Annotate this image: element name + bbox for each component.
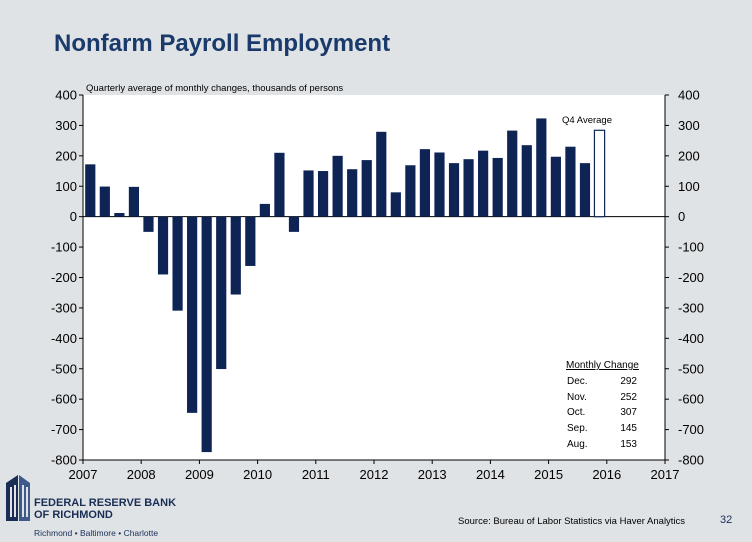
x-tick-label: 2012 [360, 467, 389, 482]
y-tick-label-left: 300 [55, 118, 77, 133]
y-tick-label-left: -800 [51, 453, 77, 468]
bank-name-line2: OF RICHMOND [34, 509, 113, 521]
bar [143, 216, 154, 232]
bar [259, 203, 270, 217]
page-title: Nonfarm Payroll Employment [54, 30, 391, 57]
x-tick-label: 2010 [243, 467, 272, 482]
bar [288, 216, 300, 232]
y-tick-label-right: -500 [678, 361, 704, 376]
monthly-change-month: Sep. [567, 423, 588, 434]
y-tick-label-right: 300 [678, 118, 700, 133]
bar [230, 216, 241, 295]
monthly-change-month: Aug. [567, 439, 588, 450]
payroll-bar-chart: 400 400 300 300 200 200 100 100 0 0 -100 -100 -200 -2… [51, 83, 704, 483]
bar [347, 169, 358, 217]
x-tick-label: 2017 [651, 467, 680, 482]
y-tick-label-right: -300 [678, 300, 704, 315]
x-tick-label: 2013 [418, 467, 447, 482]
bank-cities: Richmond • Baltimore • Charlotte [34, 528, 159, 538]
bar [579, 163, 591, 217]
x-tick-label: 2009 [185, 467, 214, 482]
bar [172, 216, 183, 311]
bar [332, 155, 343, 217]
y-tick-label-right: -100 [678, 240, 704, 255]
monthly-change-value: 292 [620, 376, 637, 387]
bar [492, 157, 503, 217]
y-tick-label-left: -600 [51, 392, 77, 407]
bar [405, 165, 416, 217]
monthly-change-header: Monthly Change [566, 360, 639, 371]
bar [376, 131, 387, 217]
y-tick-label-left: -500 [51, 361, 77, 376]
y-tick-label-left: 0 [70, 209, 77, 224]
y-tick-label-right: -200 [678, 270, 704, 285]
bar [463, 159, 474, 217]
bar [317, 171, 329, 217]
x-tick-label: 2014 [476, 467, 505, 482]
y-tick-label-left: 200 [55, 148, 77, 163]
bar [157, 216, 169, 275]
bar [303, 170, 314, 217]
tick-labels-layer: 400 400 300 300 200 200 100 100 0 0 -100 -100 -200 -2… [51, 88, 704, 483]
bar [565, 146, 576, 217]
bar [274, 152, 285, 217]
federal-reserve-logo-icon [6, 475, 30, 521]
chart-subtitle: Quarterly average of monthly changes, th… [86, 83, 343, 94]
source-note: Source: Bureau of Labor Statistics via H… [458, 516, 686, 527]
q4-average-bar [593, 129, 606, 218]
bar [448, 163, 460, 217]
y-tick-label-right: -600 [678, 392, 704, 407]
monthly-change-value: 153 [620, 439, 637, 450]
y-tick-label-left: -400 [51, 331, 77, 346]
monthly-change-month: Nov. [567, 392, 587, 403]
x-tick-label: 2008 [127, 467, 156, 482]
y-tick-label-right: -400 [678, 331, 704, 346]
x-tick-label: 2015 [534, 467, 563, 482]
bar [550, 156, 561, 217]
y-tick-label-left: -200 [51, 270, 77, 285]
y-tick-label-right: 400 [678, 88, 700, 103]
y-tick-label-left: -100 [51, 240, 77, 255]
plot-area [83, 95, 665, 460]
bars-layer [85, 118, 606, 453]
y-tick-label-left: -700 [51, 422, 77, 437]
monthly-change-month: Dec. [567, 376, 588, 387]
y-tick-label-right: 200 [678, 148, 700, 163]
bar [434, 152, 445, 217]
bar [216, 216, 227, 370]
bar [536, 118, 547, 217]
x-tick-label: 2016 [592, 467, 621, 482]
x-tick-label: 2007 [69, 467, 98, 482]
monthly-change-table: Monthly Change Dec. 292 Nov. 252 Oct. 30… [566, 360, 639, 450]
bar [390, 192, 401, 217]
monthly-change-value: 252 [620, 392, 637, 403]
monthly-change-month: Oct. [567, 407, 585, 418]
monthly-change-value: 145 [620, 423, 637, 434]
y-tick-label-left: -300 [51, 300, 77, 315]
bank-name-line1: FEDERAL RESERVE BANK [34, 497, 177, 509]
y-tick-label-left: 400 [55, 88, 77, 103]
monthly-change-value: 307 [620, 407, 637, 418]
bar [187, 216, 198, 413]
bar [478, 150, 489, 217]
bank-name: FEDERAL RESERVE BANK OF RICHMOND [34, 497, 204, 521]
bar [99, 186, 110, 217]
y-tick-label-right: 100 [678, 179, 700, 194]
bar [245, 216, 256, 266]
y-tick-label-right: 0 [678, 209, 685, 224]
bar [419, 149, 431, 217]
y-tick-label-right: -700 [678, 422, 704, 437]
q4-average-label: Q4 Average [562, 115, 612, 126]
bar [201, 216, 212, 453]
y-tick-label-right: -800 [678, 453, 704, 468]
page-number: 32 [720, 514, 733, 526]
bar [507, 130, 518, 217]
x-tick-label: 2011 [302, 467, 330, 482]
bar [114, 213, 125, 217]
bar [521, 145, 532, 217]
bar [128, 186, 140, 217]
y-tick-label-left: 100 [55, 179, 77, 194]
bar [361, 160, 372, 217]
bar [85, 164, 96, 217]
